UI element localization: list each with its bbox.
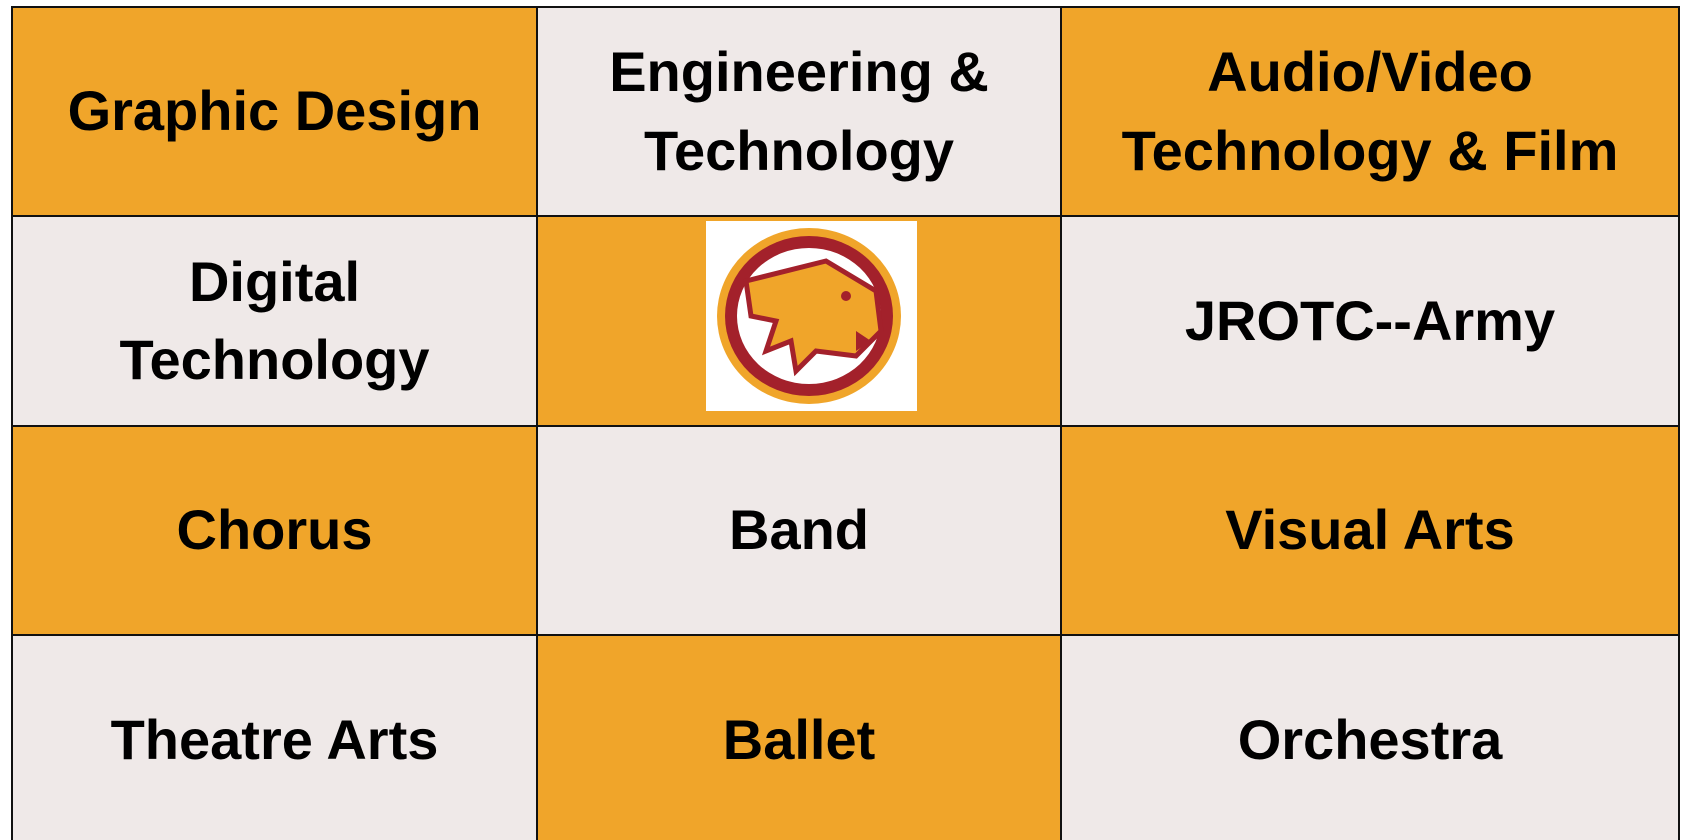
cell-text: Audio/Video xyxy=(1207,40,1533,104)
logo xyxy=(706,221,917,411)
table-cell: Chorus xyxy=(11,425,538,636)
table-cell: Visual Arts xyxy=(1060,425,1680,636)
cell-text: Visual Arts xyxy=(1225,498,1515,562)
table-cell: Band xyxy=(536,425,1062,636)
cell-text: Engineering & xyxy=(609,40,989,104)
cell-text: Digital xyxy=(188,249,361,313)
table-cell: Ballet xyxy=(536,634,1062,840)
cell-text: Theatre Arts xyxy=(110,708,439,772)
table-cell: Theatre Arts xyxy=(11,634,538,840)
cell-text: Ballet xyxy=(722,708,876,772)
cell-text: Technology xyxy=(643,118,955,182)
cell-text: Orchestra xyxy=(1237,708,1503,772)
cell-text: Technology xyxy=(119,328,430,391)
cell-text: Band xyxy=(729,498,869,562)
cell-text: Technology & Film xyxy=(1121,118,1619,182)
cell-text: JROTC--Army xyxy=(1184,288,1556,352)
cell-text: Graphic Design xyxy=(67,79,482,143)
table-cell: JROTC--Army xyxy=(1060,215,1680,427)
table-cell: Audio/Video Technology & Film xyxy=(1060,6,1680,217)
table-cell: Digital Technology xyxy=(11,215,538,427)
table-cell: Orchestra xyxy=(1060,634,1680,840)
table-cell: Graphic Design xyxy=(11,6,538,217)
table-cell: Engineering & Technology xyxy=(536,6,1062,217)
cell-text: Chorus xyxy=(176,498,373,562)
